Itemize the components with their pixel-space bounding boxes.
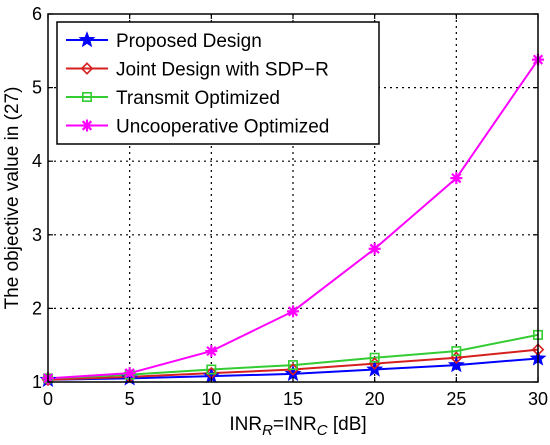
x-tick-label: 30 <box>528 389 548 409</box>
legend-entry: Uncooperative Optimized <box>66 117 329 138</box>
square-icon <box>82 92 93 103</box>
data-point <box>450 172 463 185</box>
diamond-icon <box>80 62 94 75</box>
legend-label: Uncooperative Optimized <box>116 117 329 138</box>
legend-label: Transmit Optimized <box>116 88 280 109</box>
x-axis-label-base: INR <box>229 414 262 435</box>
x-tick-label: 15 <box>283 389 303 409</box>
data-point <box>451 346 462 357</box>
legend-label: Proposed Design <box>116 31 262 52</box>
y-tick-label: 5 <box>32 78 42 98</box>
data-point <box>205 345 218 358</box>
x-axis-label: INRR=INRC [dB] <box>229 414 366 439</box>
asterisk-icon <box>81 119 93 132</box>
legend-entry: Proposed Design <box>66 31 262 52</box>
data-point <box>447 356 465 373</box>
data-point <box>368 242 381 255</box>
data-point <box>369 352 380 363</box>
y-axis-label: The objective value in (27) <box>2 87 23 310</box>
y-tick-label: 1 <box>32 372 42 392</box>
y-tick-label: 6 <box>32 4 42 24</box>
x-tick-label: 25 <box>446 389 466 409</box>
x-tick-label: 20 <box>365 389 385 409</box>
legend-entry: Transmit Optimized <box>66 88 280 109</box>
y-tick-label: 4 <box>32 151 42 171</box>
y-tick-label: 3 <box>32 225 42 245</box>
x-tick-label: 5 <box>125 389 135 409</box>
legend-entry: Joint Design with SDP−R <box>66 60 329 81</box>
x-tick-label: 0 <box>43 389 53 409</box>
x-axis-label-subscript-c: C <box>317 422 328 439</box>
x-tick-label: 10 <box>201 389 221 409</box>
x-axis-label-mid: =INR <box>273 414 317 435</box>
star-icon <box>78 31 96 48</box>
legend: Proposed Design Joint Design with SDP−R Tr… <box>56 21 380 145</box>
x-axis-label-subscript-r: R <box>262 422 273 439</box>
data-point <box>206 364 217 375</box>
legend-box <box>56 21 380 145</box>
y-tick-label: 2 <box>32 298 42 318</box>
legend-label: Joint Design with SDP−R <box>116 60 329 81</box>
x-axis-label-unit: [dB] <box>328 414 367 435</box>
axis-ticks: 0 5 10 15 20 25 30 1 2 3 4 5 6 <box>32 4 548 409</box>
data-point <box>287 360 298 371</box>
data-point <box>287 305 299 318</box>
